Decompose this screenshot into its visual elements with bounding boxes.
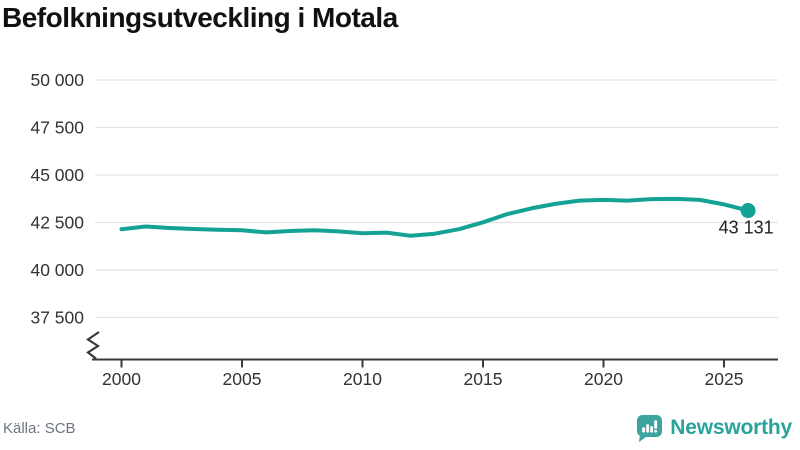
logo-bar-1 bbox=[642, 427, 646, 433]
axis-break-icon bbox=[86, 331, 101, 360]
y-tick-label: 50 000 bbox=[30, 70, 84, 90]
newsworthy-logo[interactable]: Newsworthy bbox=[636, 414, 792, 442]
logo-bar-3 bbox=[650, 426, 654, 433]
chart-footer: Källa: SCB Newsworthy bbox=[3, 412, 792, 444]
latest-value-marker bbox=[740, 203, 756, 219]
y-tick-label: 47 500 bbox=[30, 118, 84, 138]
y-tick-label: 42 500 bbox=[30, 213, 84, 233]
x-tick-label: 2025 bbox=[705, 369, 744, 389]
newsworthy-logo-icon bbox=[637, 415, 663, 442]
x-tick-label: 2005 bbox=[223, 369, 262, 389]
x-tick-label: 2015 bbox=[464, 369, 503, 389]
y-tick-label: 45 000 bbox=[30, 165, 84, 185]
newsworthy-logo-text: Newsworthy bbox=[670, 416, 792, 439]
x-tick-label: 2000 bbox=[102, 369, 141, 389]
y-tick-label: 37 500 bbox=[30, 308, 84, 328]
x-tick-label: 2010 bbox=[343, 369, 382, 389]
logo-exclamation-bar bbox=[654, 420, 658, 429]
latest-value-label: 43 131 bbox=[719, 218, 774, 238]
chart-title: Befolkningsutveckling i Motala bbox=[2, 2, 398, 33]
y-tick-label: 40 000 bbox=[30, 260, 84, 280]
logo-bubble-shape bbox=[637, 415, 663, 442]
logo-exclamation-dot bbox=[654, 429, 658, 433]
logo-bar-2 bbox=[646, 424, 650, 433]
x-tick-label: 2020 bbox=[584, 369, 623, 389]
source-label: Källa: SCB bbox=[3, 419, 76, 437]
population-series-line bbox=[119, 196, 751, 238]
